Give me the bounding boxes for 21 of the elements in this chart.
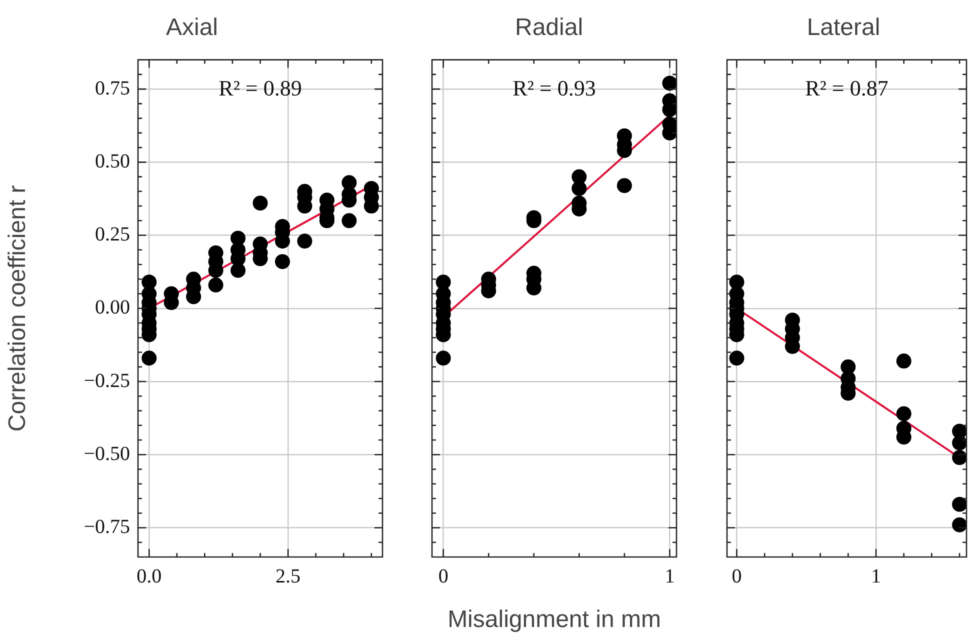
y-axis-title: Correlation coefficient r	[4, 185, 32, 432]
y-tick-label: −0.75	[84, 516, 130, 538]
y-tick-label: 0.25	[95, 224, 130, 246]
x-tick-label: 1	[664, 565, 675, 588]
y-tick-label: 0.50	[95, 150, 130, 172]
y-tick-label: 0.00	[95, 296, 130, 319]
annotation: R² = 0.87	[805, 76, 888, 101]
x-tick-label: 2.5	[276, 565, 301, 588]
chart-title: Axial	[166, 14, 218, 42]
annotation: R² = 0.93	[512, 76, 596, 101]
y-tick-label: −0.50	[84, 442, 130, 465]
chart-title: Radial	[514, 14, 584, 42]
x-tick-label: 0	[438, 565, 448, 588]
y-tick-label: 0.75	[95, 77, 130, 100]
chart-title: Lateral	[806, 14, 880, 42]
x-tick-label: 0	[732, 565, 742, 588]
y-tick-label: −0.25	[84, 370, 130, 392]
annotation: R² = 0.89	[218, 76, 302, 101]
x-tick-label: 0.0	[136, 565, 162, 588]
x-axis-title: Misalignment in mm	[448, 606, 661, 634]
x-tick-label: 1	[870, 565, 881, 588]
